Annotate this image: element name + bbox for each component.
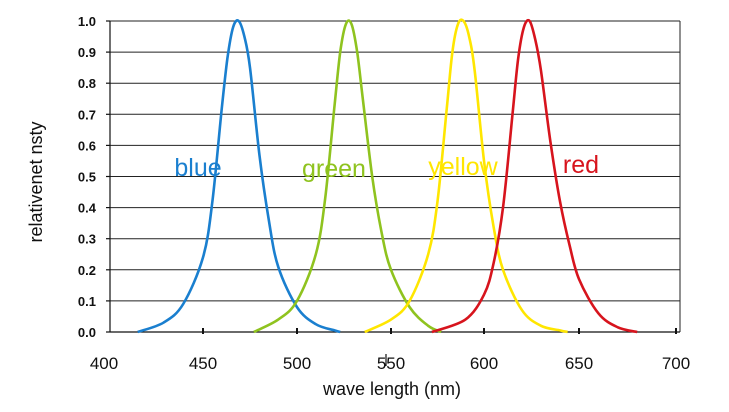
x-tick-label: 650 [565,354,593,373]
series-line-red [431,18,638,334]
y-tick-labels: 0.0 0.1 0.2 0.3 0.4 0.5 0.6 0.7 0.8 0.9 1.0 [78,14,97,340]
series-label-yellow: yellow [428,153,498,181]
series-line-green [253,19,442,334]
x-tick-label: 450 [189,354,217,373]
y-tick-label: 0.7 [78,107,96,122]
x-tick-label: 700 [662,354,690,373]
y-tick-label: 0.4 [78,201,97,216]
y-tick-label: 0.1 [78,294,96,309]
series-line-yellow [364,18,568,334]
series-label-green: green [302,155,366,183]
y-tick-label: 0.8 [78,76,96,91]
series-label-blue: blue [174,154,221,182]
series-label-red: red [563,151,599,179]
x-tick-label: 400 [90,354,118,373]
y-tick-label: 0.3 [78,232,96,247]
x-tick-labels: 400 450 500 550 600 650 700 [90,354,690,373]
x-tick-label: 600 [470,354,498,373]
grid [110,20,681,333]
x-tick-label: 500 [283,354,311,373]
series-line-blue [137,19,341,334]
y-tick-label: 0.5 [78,170,96,185]
y-tick-label: 0.0 [78,325,96,340]
axes [106,20,680,366]
y-axis-title: relativenet nsty [26,121,46,242]
series-labels: blue green yellow red [174,151,599,183]
x-tick-label: 550 [377,354,405,373]
y-tick-label: 0.6 [78,138,96,153]
y-tick-label: 1.0 [78,14,96,29]
y-tick-label: 0.2 [78,263,96,278]
series-lines [137,18,638,334]
x-axis-title: wave length (nm) [322,379,461,399]
y-tick-label: 0.9 [78,45,96,60]
